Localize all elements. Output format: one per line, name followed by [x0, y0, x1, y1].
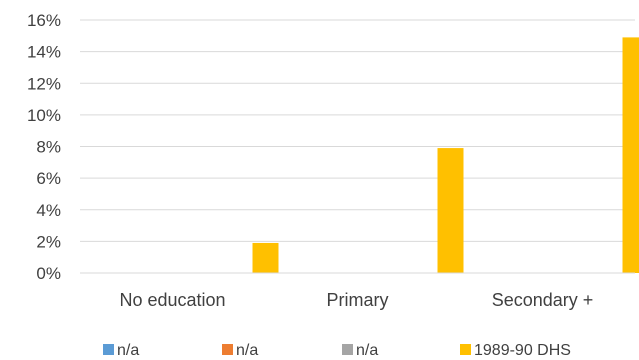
y-tick-label: 14%	[27, 43, 61, 62]
legend-swatch	[460, 344, 471, 355]
x-category-label: Primary	[327, 290, 389, 310]
y-tick-label: 4%	[36, 201, 61, 220]
legend-label: 1989-90 DHS	[474, 342, 571, 359]
y-tick-label: 0%	[36, 264, 61, 283]
legend-label: n/a	[117, 342, 139, 359]
y-tick-label: 16%	[27, 11, 61, 30]
y-tick-label: 10%	[27, 106, 61, 125]
y-tick-label: 6%	[36, 169, 61, 188]
bar-1989-90-dhs-2	[622, 37, 639, 273]
legend-label: n/a	[236, 342, 258, 359]
bars	[252, 37, 639, 273]
legend-swatch	[222, 344, 233, 355]
y-axis-tick-labels: 0% 2% 4% 6% 8% 10% 12% 14% 16%	[27, 11, 61, 283]
legend-swatch	[342, 344, 353, 355]
legend: n/a n/a n/a 1989-90 DHS	[103, 342, 571, 359]
x-category-label: No education	[119, 290, 225, 310]
y-tick-label: 2%	[36, 232, 61, 251]
x-category-label: Secondary +	[492, 290, 594, 310]
y-tick-label: 8%	[36, 138, 61, 157]
bar-1989-90-dhs-0	[252, 242, 279, 273]
legend-swatch	[103, 344, 114, 355]
gridlines	[80, 19, 635, 242]
legend-label: n/a	[356, 342, 378, 359]
bar-1989-90-dhs-1	[437, 148, 464, 273]
y-tick-label: 12%	[27, 74, 61, 93]
x-axis-category-labels: No education Primary Secondary +	[119, 290, 593, 310]
